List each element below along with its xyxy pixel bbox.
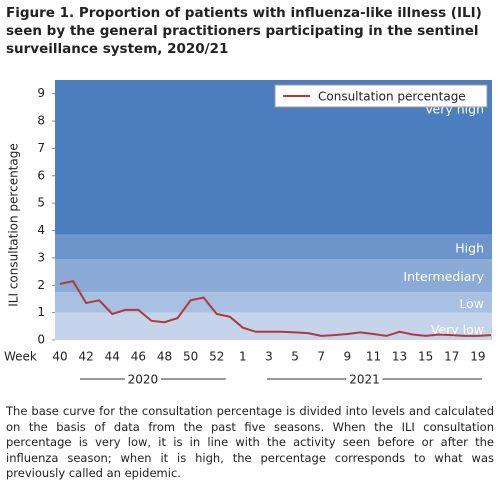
x-tick-label: 3: [265, 350, 273, 364]
x-tick-label: 17: [444, 350, 459, 364]
x-tick-label: 19: [470, 350, 485, 364]
year-label: 2020: [128, 373, 159, 387]
y-tick-label: 9: [37, 86, 45, 100]
y-tick-label: 2: [37, 278, 45, 292]
x-tick-label: 15: [418, 350, 433, 364]
band-label: High: [455, 240, 484, 255]
band-label: Very low: [431, 322, 484, 337]
y-tick-label: 1: [37, 305, 45, 319]
band: [55, 292, 492, 313]
chart: ILI consultation percentage Week Very lo…: [4, 80, 492, 387]
footnote: The base curve for the consultation perc…: [6, 404, 494, 480]
x-tick-label: 13: [392, 350, 407, 364]
y-tick-label: 6: [37, 168, 45, 182]
y-tick-label: 8: [37, 114, 45, 128]
x-tick-label: 11: [366, 350, 381, 364]
y-tick-label: 4: [37, 223, 45, 237]
x-tick-label: 42: [78, 350, 93, 364]
y-tick-label: 5: [37, 196, 45, 210]
x-tick-label: 44: [105, 350, 120, 364]
y-tick-label: 0: [37, 333, 45, 347]
x-tick-label: 46: [131, 350, 146, 364]
band-label: Low: [459, 296, 484, 311]
x-tick-label: 50: [183, 350, 198, 364]
y-tick-label: 7: [37, 141, 45, 155]
x-tick-label: 1: [239, 350, 247, 364]
year-label: 2021: [349, 373, 380, 387]
x-axis-label: Week: [4, 350, 37, 364]
y-axis-label: ILI consultation percentage: [7, 143, 21, 307]
band-label: Intermediary: [403, 269, 484, 284]
legend-label: Consultation percentage: [318, 90, 466, 104]
x-tick-label: 40: [52, 350, 67, 364]
x-tick-label: 7: [317, 350, 325, 364]
band: [55, 259, 492, 293]
x-tick-label: 9: [344, 350, 352, 364]
series-line: [59, 280, 492, 337]
chart-title: Figure 1. Proportion of patients with in…: [6, 5, 482, 57]
x-tick-label: 5: [291, 350, 299, 364]
y-tick-label: 3: [37, 250, 45, 264]
band: [55, 234, 492, 260]
x-tick-label: 48: [157, 350, 172, 364]
legend-box: [274, 84, 488, 108]
x-tick-label: 52: [209, 350, 224, 364]
